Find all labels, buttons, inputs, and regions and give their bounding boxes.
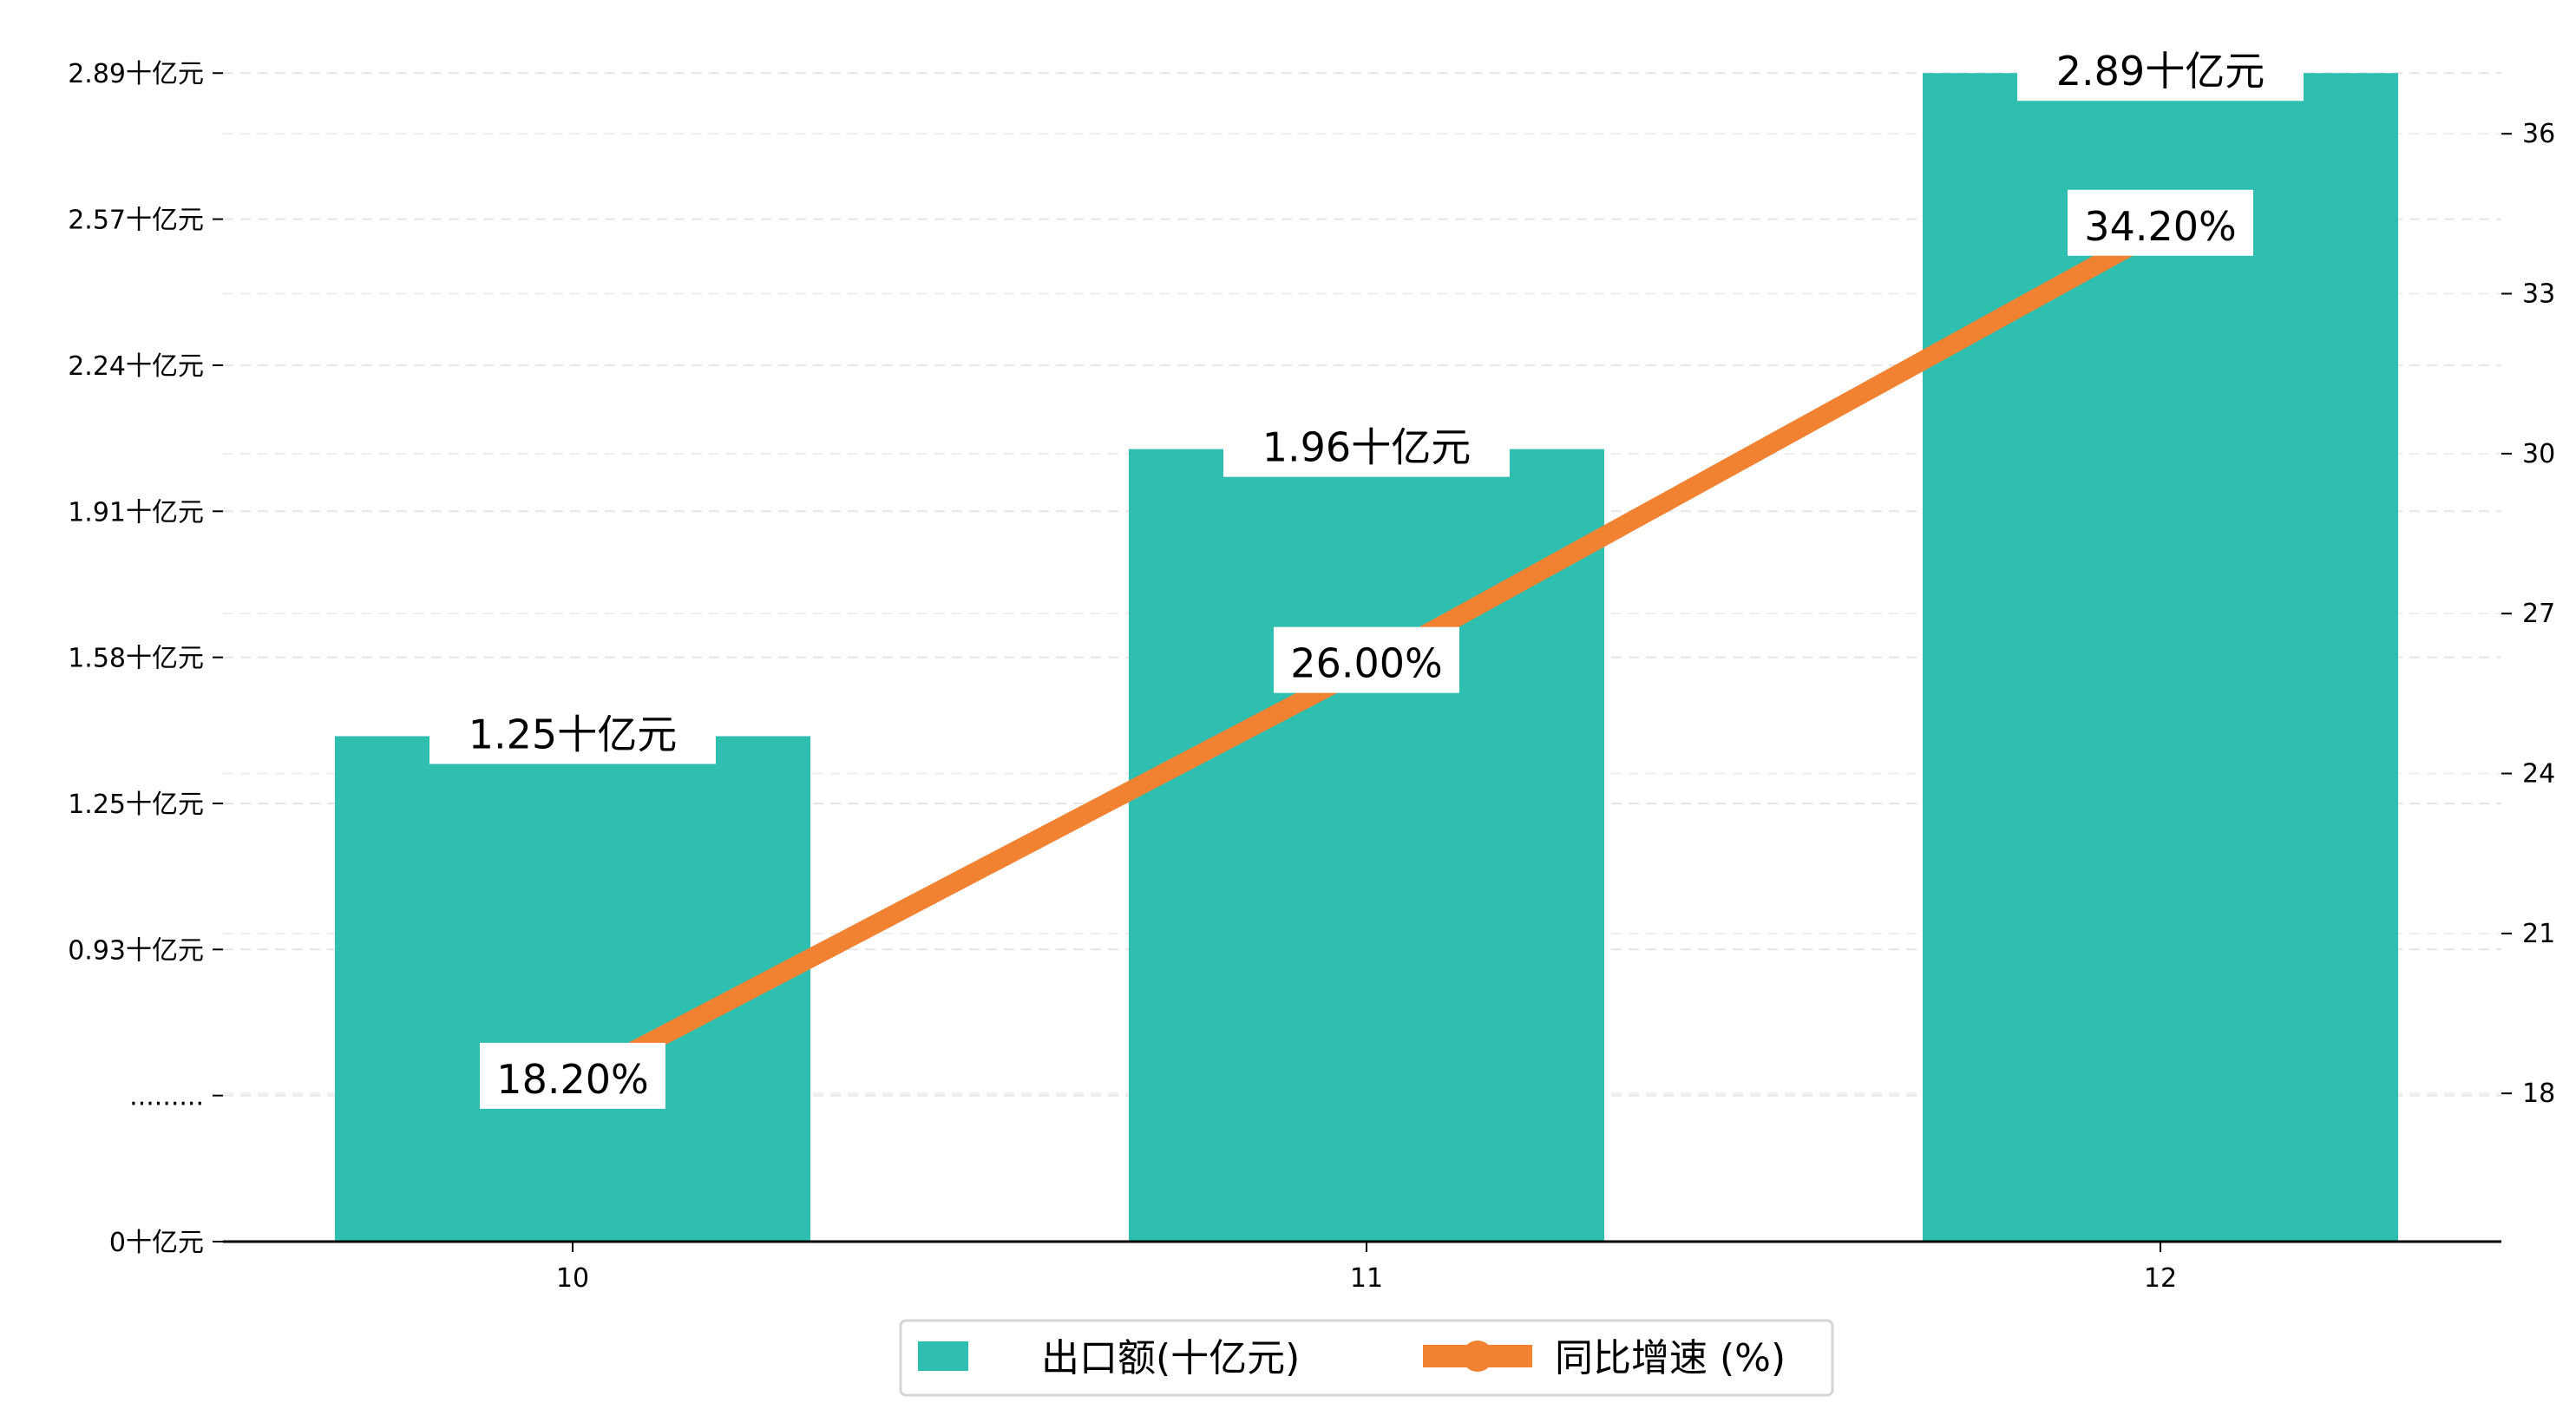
right-tick-label: 18 <box>2522 1078 2555 1109</box>
growth-value-label: 18.20% <box>496 1056 648 1103</box>
x-tick-label: 12 <box>2144 1263 2177 1294</box>
legend-frame <box>899 1319 1834 1397</box>
bar <box>1923 73 2398 1242</box>
left-tick-label: 0十亿元 <box>109 1228 204 1258</box>
legend: 出口额(十亿元) 同比增速 (%) <box>899 1319 1834 1397</box>
bar-value-label: 2.89十亿元 <box>2056 48 2265 95</box>
growth-value-label: 34.20% <box>2084 203 2236 250</box>
growth-value-label-box <box>2068 189 2253 256</box>
right-tick-label: 27 <box>2522 599 2555 629</box>
right-tick-label: 30 <box>2522 439 2555 469</box>
left-tick-label: 2.57十亿元 <box>68 206 204 236</box>
growth-value-label-box <box>480 1042 665 1109</box>
x-tick-label: 10 <box>556 1263 589 1294</box>
legend-label-export: 出口额(十亿元) <box>1041 1336 1300 1380</box>
bar-value-label: 1.25十亿元 <box>469 711 677 757</box>
bar <box>335 736 810 1242</box>
left-tick-label: ......... <box>129 1082 204 1112</box>
right-tick-label: 36 <box>2522 119 2555 149</box>
bar-value-label-box <box>429 698 716 764</box>
right-tick-label: 21 <box>2522 919 2555 949</box>
right-tick-label: 33 <box>2522 279 2555 310</box>
data-labels: 1.25十亿元 1.96十亿元 2.89十亿元 18.20% 26.00% 34.20% <box>429 35 2304 1109</box>
left-tick-label: 2.24十亿元 <box>68 351 204 382</box>
growth-value-label-box <box>1274 626 1459 693</box>
left-tick-label: 1.25十亿元 <box>68 790 204 820</box>
bar-value-label-box <box>1223 410 1510 477</box>
left-tick-label: 0.93十亿元 <box>68 935 204 966</box>
left-tick-label: 1.58十亿元 <box>68 644 204 674</box>
legend-label-growth: 同比增速 (%) <box>1555 1336 1786 1380</box>
legend-bar-swatch <box>918 1341 968 1371</box>
x-tick-label: 11 <box>1350 1263 1383 1294</box>
legend-line-marker <box>1462 1341 1493 1372</box>
bar-value-label-box <box>2017 35 2304 102</box>
growth-value-label: 26.00% <box>1290 640 1442 687</box>
bar-value-label: 1.96十亿元 <box>1262 424 1471 471</box>
right-tick-label: 24 <box>2522 759 2555 790</box>
left-tick-label: 1.91十亿元 <box>68 497 204 528</box>
left-tick-label: 2.89十亿元 <box>68 59 204 89</box>
axes: 0十亿元......... 0.93十亿元 1.25十亿元 1.58十亿元 1.91十亿… <box>68 59 2555 1294</box>
